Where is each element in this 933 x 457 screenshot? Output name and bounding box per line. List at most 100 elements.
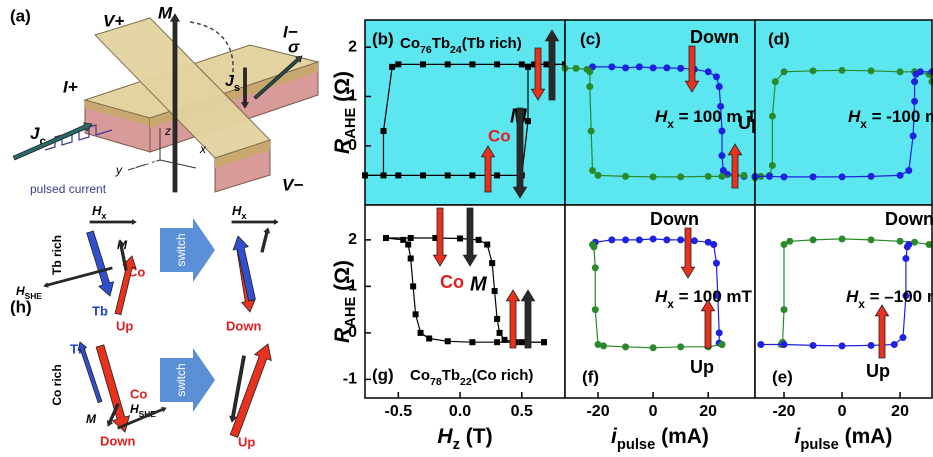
data-point: [650, 344, 657, 351]
data-point: [489, 260, 495, 266]
data-point: [839, 67, 846, 74]
x-axis-title: Hz (T): [437, 425, 492, 453]
data-point: [718, 173, 725, 180]
panel-label: (d): [768, 29, 790, 48]
x-tick-label: 20: [699, 403, 717, 420]
text-part: H: [437, 425, 453, 448]
annotation: Up: [866, 361, 890, 381]
data-point: [469, 61, 475, 67]
y-tick-label: 2: [348, 38, 357, 55]
label: switch: [174, 363, 188, 396]
data-point: [589, 167, 596, 174]
data-point: [781, 341, 788, 348]
x-tick-label: 20: [891, 403, 909, 420]
plot-background: [365, 205, 565, 398]
data-point: [911, 78, 918, 85]
annotation: Co: [440, 272, 464, 292]
text-part: (Ω): [331, 260, 354, 297]
data-point: [584, 66, 591, 73]
data-point: [718, 128, 725, 135]
text-part: (Ω): [331, 71, 354, 108]
text-part: H: [846, 287, 859, 306]
data-point: [389, 64, 395, 70]
text-part: H: [130, 402, 139, 416]
x-tick-label: 0.0: [449, 403, 471, 420]
data-point: [519, 61, 525, 67]
text-part: = -100 mT: [867, 107, 933, 126]
text-part: = –100 mT: [865, 287, 933, 306]
data-point: [494, 61, 500, 67]
text-part: Tb: [136, 151, 153, 167]
data-point: [772, 78, 779, 85]
data-point: [868, 67, 875, 74]
data-point: [713, 260, 720, 267]
data-point: [911, 98, 918, 105]
annotation: Up: [690, 357, 714, 377]
data-point: [650, 64, 657, 71]
subscript: 22: [460, 376, 472, 388]
subscript: s: [234, 82, 240, 94]
data-point: [573, 65, 580, 72]
data-point: [400, 237, 406, 243]
data-point: [905, 241, 912, 248]
data-point: [408, 235, 414, 241]
text-part: H: [16, 284, 25, 298]
panel-label: (e): [772, 367, 793, 386]
data-point: [519, 339, 525, 345]
subscript: SHE: [25, 291, 43, 301]
data-point: [592, 264, 599, 271]
label: Down: [100, 433, 135, 448]
text-part: H: [655, 107, 668, 126]
data-point: [757, 341, 764, 348]
subscript: 76: [420, 44, 432, 56]
text-part: (Tb rich): [462, 35, 522, 52]
text-part: R: [331, 327, 354, 343]
data-point: [622, 236, 629, 243]
text-part: = 100 mT: [674, 287, 753, 306]
annotation: Down: [885, 209, 933, 229]
data-point: [917, 68, 924, 75]
data-point: [469, 172, 475, 178]
data-point: [445, 338, 451, 344]
data-point: [839, 235, 846, 242]
panel-label: (c): [580, 29, 601, 48]
label: pulsed current: [30, 182, 107, 196]
data-point: [705, 68, 712, 75]
y-tick-label: -1: [343, 371, 357, 388]
label: σ: [288, 37, 300, 56]
data-point: [383, 235, 389, 241]
hall-bar-diagram: (a) V+ M I− I+ Js σ CoxTb1-x W Jc pulsed…: [10, 3, 318, 196]
data-point: [588, 128, 595, 135]
data-point: [769, 162, 776, 169]
label: Up: [238, 434, 255, 449]
data-point: [781, 306, 788, 313]
data-point: [418, 330, 424, 336]
subscript: pulse: [617, 437, 655, 453]
data-point: [420, 61, 426, 67]
label: Co rich: [50, 364, 64, 405]
label: x: [199, 142, 207, 156]
data-point: [497, 330, 503, 336]
data-point: [713, 73, 720, 80]
label: switch: [174, 233, 188, 266]
data-point: [810, 173, 817, 180]
label: Hx: [232, 203, 246, 221]
label: V−: [282, 175, 303, 194]
annotation: Down: [650, 209, 699, 229]
annotation: Down: [690, 27, 739, 47]
data-point: [905, 167, 912, 174]
y-tick-label: 2: [348, 231, 357, 248]
data-point: [395, 172, 401, 178]
figure: (a) V+ M I− I+ Js σ CoxTb1-x W Jc pulsed…: [0, 0, 933, 457]
data-point: [476, 237, 482, 243]
label: Up: [116, 318, 133, 333]
data-point: [718, 152, 725, 159]
panel-label: (b): [372, 29, 394, 48]
text-part: (Co rich): [472, 367, 534, 384]
data-point: [608, 236, 615, 243]
data-point: [839, 173, 846, 180]
x-tick-label: -20: [772, 403, 795, 420]
x-tick-label: -20: [586, 403, 609, 420]
data-point: [902, 255, 909, 262]
text-part: (mA): [839, 425, 893, 448]
